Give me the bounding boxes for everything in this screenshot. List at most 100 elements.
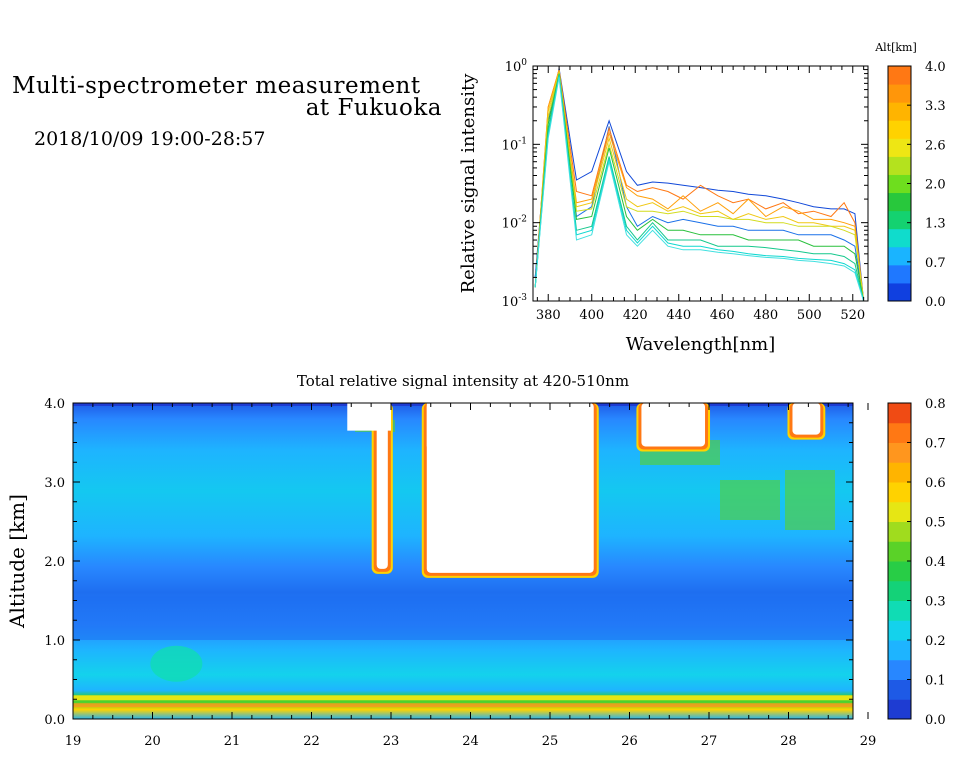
x-tick-label: 27	[701, 734, 718, 749]
bright-spot	[150, 645, 203, 682]
legend-swatch	[888, 246, 911, 266]
spectrum-line-8	[534, 74, 865, 301]
x-tick-label: 500	[797, 308, 822, 323]
legend-label: 2.6	[925, 138, 946, 153]
colorbar-swatch	[888, 442, 911, 463]
colorbar-label: 0.5	[925, 516, 946, 531]
spectrum-line-3	[534, 69, 865, 301]
legend-label: 4.0	[925, 60, 946, 75]
heatmap-field	[73, 403, 853, 719]
spectrum-line-5	[534, 71, 865, 301]
title-line-2: at Fukuoka	[305, 95, 442, 121]
x-axis-label: Wavelength[nm]	[626, 334, 776, 355]
colorbar-label: 0.1	[925, 674, 946, 689]
x-tick-label: 520	[840, 308, 865, 323]
legend-swatch	[888, 156, 911, 175]
x-tick-label: 29	[860, 734, 877, 749]
colorbar-swatch	[888, 501, 911, 522]
colorbar-swatch	[888, 462, 911, 483]
y-tick-label: 10-1	[502, 136, 527, 153]
spectrum-line-1	[534, 68, 865, 301]
intensity-colorbar: 0.8 0.7 0.6 0.5 0.4 0.3 0.2 0.1 0.0	[887, 397, 946, 728]
legend-swatch	[888, 84, 911, 103]
cloud-saturated	[426, 403, 558, 447]
signal-patch	[785, 470, 835, 530]
x-tick-label: 20	[144, 734, 161, 749]
signal-patch	[720, 480, 780, 520]
legend-swatch	[888, 174, 911, 194]
x-tick-label: 460	[710, 308, 735, 323]
legend-title: Alt[km]	[874, 41, 917, 54]
spectrum-chart: 380 400 420 440 460 480 500 520 100 10-1 10-2 10-3 W…	[458, 58, 869, 355]
legend-swatch	[888, 192, 911, 212]
colorbar-label: 0.2	[925, 634, 946, 649]
title-line-1: Multi-spectrometer measurement	[12, 73, 421, 99]
legend-swatch	[888, 264, 911, 284]
legend-swatch	[888, 66, 911, 85]
cloud-saturated	[641, 403, 706, 447]
legend-swatch	[888, 138, 911, 157]
colorbar-swatch	[888, 640, 911, 661]
spectrum-line-9	[534, 75, 865, 301]
spectrum-line-7	[534, 73, 865, 301]
cloud-saturated	[347, 403, 391, 431]
colorbar-swatch	[888, 620, 911, 641]
y-axis-label: Relative signal intensity	[458, 73, 479, 294]
spectrum-line-4	[534, 70, 865, 301]
figure-title: Multi-spectrometer measurement at Fukuok…	[12, 73, 442, 121]
colorbar-label: 0.3	[925, 595, 946, 610]
x-tick-label: 25	[542, 734, 559, 749]
colorbar-swatch	[888, 541, 911, 562]
legend-swatch	[888, 282, 911, 302]
x-tick-label: 26	[621, 734, 638, 749]
spectrum-line-10	[534, 77, 865, 301]
y-tick-label: 1.0	[44, 634, 65, 649]
legend-label: 0.7	[925, 256, 946, 271]
colorbar-label: 0.7	[925, 437, 946, 452]
colorbar-swatch	[888, 403, 911, 424]
legend-label: 3.3	[925, 99, 946, 114]
colorbar-swatch	[888, 659, 911, 680]
colorbar-swatch	[888, 699, 911, 720]
x-tick-label: 420	[623, 308, 648, 323]
legend-label: 2.0	[925, 178, 946, 193]
legend-swatch	[888, 210, 911, 230]
legend-swatch	[888, 102, 911, 121]
legend-label: 1.3	[925, 217, 946, 232]
spectrum-lines	[534, 68, 865, 301]
x-tick-label: 440	[666, 308, 691, 323]
y-axis-label: Altitude [km]	[5, 494, 29, 629]
colorbar-label: 0.6	[925, 476, 946, 491]
colorbar-swatch	[888, 521, 911, 542]
colorbar-label: 0.0	[925, 713, 946, 728]
y-tick-label: 10-2	[502, 215, 527, 232]
colorbar-swatch	[888, 482, 911, 503]
x-tick-label: 23	[383, 734, 400, 749]
heatmap-title: Total relative signal intensity at 420-5…	[297, 372, 629, 390]
y-tick-label: 3.0	[44, 476, 65, 491]
x-tick-label: 21	[224, 734, 241, 749]
colorbar-label: 0.4	[925, 555, 946, 570]
colorbar-swatch	[888, 600, 911, 621]
x-tick-label: 24	[462, 734, 479, 749]
colorbar-swatch	[888, 580, 911, 601]
x-tick-label: 480	[753, 308, 778, 323]
colorbar-swatch	[888, 422, 911, 443]
cloud-saturated	[376, 403, 388, 569]
colorbar-label: 0.8	[925, 397, 946, 412]
spectrum-line-6	[534, 72, 865, 301]
x-tick-label: 22	[303, 734, 320, 749]
y-tick-label: 0.0	[44, 713, 65, 728]
x-tick-label: 19	[65, 734, 82, 749]
y-tick-label: 2.0	[44, 555, 65, 570]
legend-swatch	[888, 120, 911, 139]
intensity-heatmap: 19 20 21 22 23 24 25 26 27 28 29 0.0 1.0 2.0 3.0 4.0 Tot…	[5, 372, 876, 749]
x-tick-label: 380	[536, 308, 561, 323]
near-surface-band	[73, 695, 853, 701]
x-tick-label: 400	[579, 308, 604, 323]
legend-swatch	[888, 228, 911, 248]
low-intensity-band	[73, 596, 853, 640]
altitude-legend: Alt[km] 4.0 3.3 2.6 2.0 1.3 0.7 0.0	[874, 41, 945, 310]
colorbar-swatch	[888, 561, 911, 582]
